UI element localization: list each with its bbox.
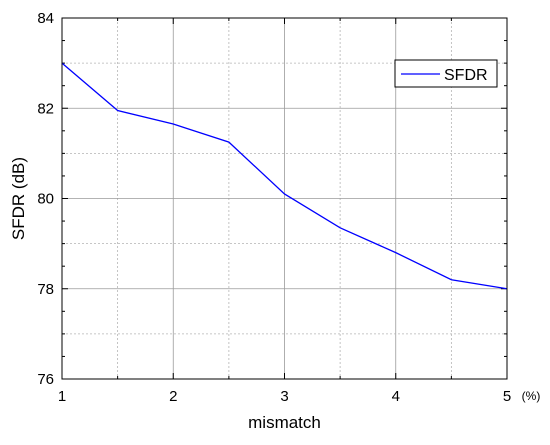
x-tick-label: 3 xyxy=(280,388,288,405)
series-line-sfdr xyxy=(61,62,508,290)
legend-label: SFDR xyxy=(444,67,488,84)
plot-frame xyxy=(61,17,508,380)
y-tick-label: 78 xyxy=(37,281,54,298)
x-unit-label: (%) xyxy=(522,389,541,403)
tick-labels: 1 2 3 4 5 76 78 80 82 84 xyxy=(37,10,511,405)
x-axis-label: mismatch xyxy=(248,413,321,432)
y-tick-label: 84 xyxy=(37,10,54,27)
y-axis-label: SFDR (dB) xyxy=(9,157,28,240)
y-tick-label: 82 xyxy=(37,100,54,117)
x-tick-label: 2 xyxy=(169,388,177,405)
x-tick-label: 1 xyxy=(58,388,66,405)
legend: SFDR xyxy=(394,59,498,88)
series-layer xyxy=(61,62,508,290)
y-tick-label: 76 xyxy=(37,371,54,388)
x-tick-label: 5 xyxy=(503,388,511,405)
y-tick-label: 80 xyxy=(37,191,54,208)
x-tick-label: 4 xyxy=(392,388,400,405)
